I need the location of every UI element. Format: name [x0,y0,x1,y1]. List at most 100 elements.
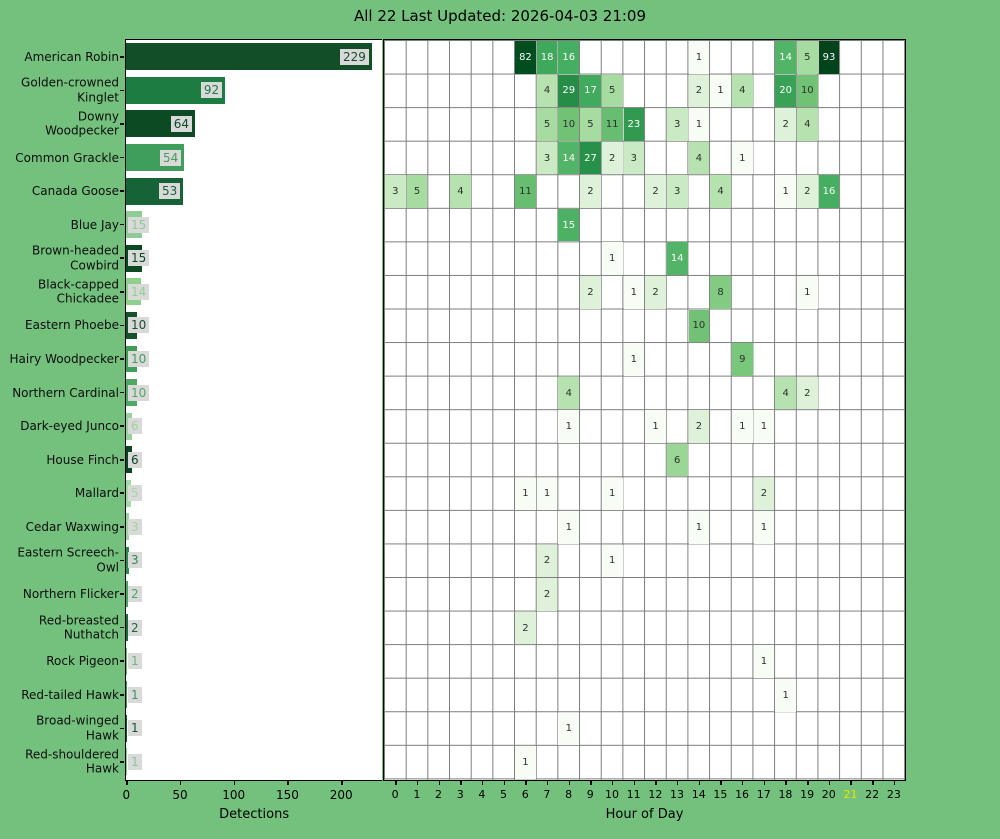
y-tick [120,526,124,528]
heatmap-cell: 1 [601,544,623,578]
heatmap-cell: 27 [580,141,601,175]
heatmap-xaxis-title: Hour of Day [605,807,684,822]
x-tick [395,781,397,785]
heatmap-cell: 10 [796,74,818,108]
heatmap-cell: 93 [818,41,840,74]
bar [126,748,128,776]
y-tick [120,425,124,427]
bar-value-label: 10 [128,350,150,367]
hour-tick-label: 13 [670,788,685,801]
hour-tick-label: 15 [713,788,728,801]
x-tick-label: 200 [329,788,353,802]
species-label: Golden-crowned Kinglet [21,75,119,105]
hour-tick-label: 10 [604,788,619,801]
y-tick [120,324,124,327]
x-tick [546,781,549,785]
heatmap-cell: 2 [536,544,558,578]
species-label: Northern Flicker [22,586,119,601]
x-tick [763,781,766,785]
y-tick [120,156,124,159]
bar [126,580,129,608]
bar [126,513,130,541]
heatmap-cell: 2 [688,410,710,443]
heatmap-cell: 1 [710,74,731,108]
y-tick [120,358,124,360]
heatmap-cell: 1 [775,678,796,712]
bar-value-label: 10 [128,317,150,334]
y-tick [120,458,124,461]
heatmap-cell: 1 [558,410,580,443]
chart-title: All 22 Last Updated: 2026-04-03 21:09 [353,7,647,25]
hour-tick-label: 23 [886,788,901,801]
x-tick [503,781,505,785]
bar-value-label: 2 [128,586,142,603]
bar [126,43,373,71]
bar-value-label: 1 [128,686,142,703]
heatmap-cell: 2 [601,141,623,175]
hour-tick-label: 2 [435,788,442,801]
heatmap-cell: 14 [558,141,580,175]
bar-value-label: 3 [128,552,142,569]
bar-value-label: 2 [128,619,142,636]
hour-tick-label: 18 [778,788,793,801]
x-tick [698,781,701,785]
hour-tick-label: 5 [500,788,508,801]
heatmap-cell: 16 [558,41,580,74]
heatmap-cell: 1 [731,141,753,175]
hour-tick-label: 1 [413,788,421,801]
heatmap-cell: 1 [558,712,580,746]
bar-value-label: 14 [128,283,150,300]
hour-tick-label: 20 [821,788,836,801]
y-tick [120,190,124,192]
heatmap-cell: 1 [515,746,536,779]
heatmap-cell: 1 [796,276,818,309]
heatmap-cell: 4 [796,108,818,141]
x-tick-label: 150 [276,788,299,802]
x-tick [233,781,236,785]
hour-tick-label: 4 [478,788,486,801]
y-tick [120,89,124,92]
heatmap-cell: 1 [753,410,775,443]
bar-value-label: 6 [128,451,142,468]
heatmap-cell: 1 [601,242,623,276]
species-label: Red-tailed Hawk [21,687,119,702]
y-tick [120,223,124,226]
y-tick [120,559,124,562]
hour-tick-label: 7 [543,788,551,801]
heatmap-cell: 6 [666,443,688,477]
heatmap-cell: 2 [753,477,775,511]
y-tick [120,693,124,696]
y-tick [120,123,124,125]
hour-tick-label: 12 [648,788,663,801]
x-tick-label: 50 [172,788,188,802]
species-label: Downy Woodpecker [45,109,119,138]
heatmap-cell: 9 [731,343,753,376]
x-tick [590,781,592,785]
x-tick [180,781,182,785]
species-label: Red-breasted Nuthatch [38,613,119,642]
heatmap-cell: 2 [796,175,818,208]
x-tick [481,781,484,785]
bar-value-label: 229 [340,48,369,65]
x-tick [568,781,570,785]
y-tick [120,291,124,293]
species-label: Red-shouldered Hawk [25,747,119,776]
heatmap-cell: 8 [710,276,731,309]
heatmap-cell: 1 [775,175,796,208]
heatmap-cell: 15 [558,208,580,242]
species-label: Cedar Waxwing [25,519,119,534]
bar [126,681,128,709]
heatmap-cell: 5 [536,108,558,141]
hour-tick-label: 3 [456,788,464,801]
heatmap-cell: 2 [515,611,536,645]
bar-value-label: 92 [200,82,223,99]
species-label: Eastern Screech- Owl [17,545,119,575]
hour-tick-label: 8 [565,788,573,801]
bar-value-label: 5 [128,485,142,502]
detections-bar-chart: 229 92 64 54 53 15 15 14 10 10 10 6 6 5 3 3 2 2 1 1 1 1 [125,39,382,781]
heatmap-cell: 23 [623,108,645,141]
y-tick [120,55,124,58]
bar [126,714,128,742]
heatmap-cell: 29 [558,74,580,108]
species-label: Northern Cardinal [12,385,119,400]
